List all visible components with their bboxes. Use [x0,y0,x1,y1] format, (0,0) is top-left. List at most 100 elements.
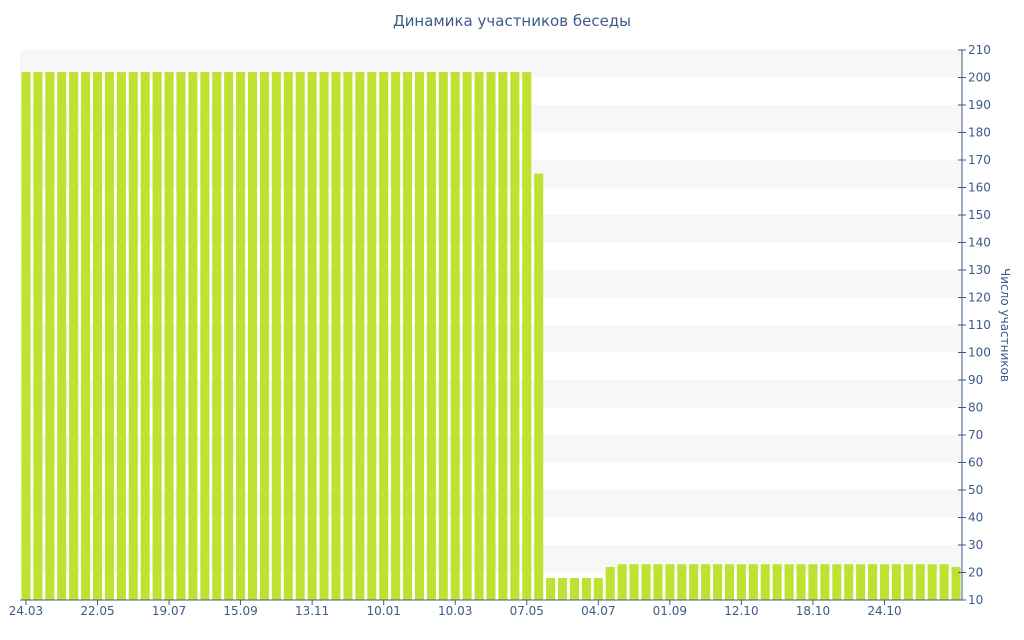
bar [510,72,520,600]
bar [820,564,830,600]
bar [558,578,568,600]
bar [593,578,603,600]
y-tick-label: 210 [968,43,991,57]
bar [808,564,818,600]
bar [188,72,198,600]
bar [33,72,43,600]
bar [69,72,79,600]
bar [498,72,508,600]
x-tick-label: 04.07 [581,604,615,618]
bar [21,72,31,600]
bar [736,564,746,600]
bar [355,72,365,600]
bar [212,72,222,600]
bar [379,72,389,600]
bar [271,72,281,600]
bar [724,564,735,600]
y-tick-label: 170 [968,153,991,167]
bar [879,564,890,600]
bar [927,564,937,600]
bar [474,72,484,600]
chart-title: Динамика участников беседы [392,12,632,30]
bar [629,564,639,600]
bar [486,72,496,600]
bar [283,72,293,600]
y-tick-label: 70 [968,428,983,442]
bar [522,72,532,600]
bar [236,72,246,600]
bar [891,564,901,600]
bar [534,173,544,600]
bar [81,72,91,600]
bar [331,72,341,600]
bar [641,564,651,600]
bar [104,72,114,600]
x-axis: 24.03 22.05 19.07 15.09 13.11 10.01 10.03 07.05… [9,599,962,618]
y-tick-label: 100 [968,346,991,360]
bar [367,72,377,600]
x-tick-label: 22.05 [80,604,114,618]
bar [903,564,913,600]
bar [605,567,615,600]
x-tick-label: 01.09 [653,604,687,618]
bar [295,72,305,600]
x-tick-label: 19.07 [152,604,186,618]
bar [343,72,353,600]
y-tick-label: 180 [968,126,991,140]
x-tick-label: 24.10 [867,604,901,618]
y-tick-label: 120 [968,291,991,305]
bar [772,564,782,600]
bar [868,564,878,600]
x-tick-label: 07.05 [510,604,544,618]
bar [784,564,794,600]
bar [259,72,269,600]
bar [677,564,687,600]
bar [426,72,436,600]
y-tick-label: 80 [968,401,983,415]
x-tick-label: 10.03 [438,604,472,618]
y-axis: 10 20 30 40 50 60 70 80 90 100 110 120 130 140 150 160 1… [958,43,991,607]
bar [403,72,413,600]
bar [450,72,460,600]
bar [939,564,949,600]
bar [665,564,675,600]
y-tick-label: 40 [968,511,983,525]
y-tick-label: 20 [968,566,983,580]
bar [92,72,103,600]
y-tick-label: 200 [968,71,991,85]
x-tick-label: 13.11 [295,604,329,618]
bar [915,564,925,600]
bar [152,72,162,600]
y-tick-label: 190 [968,98,991,112]
y-tick-label: 160 [968,181,991,195]
bar [617,564,627,600]
bar [701,564,711,600]
y-tick-label: 30 [968,538,983,552]
x-tick-label: 24.03 [9,604,43,618]
bar [224,72,234,600]
bar [140,72,150,600]
bar [844,564,854,600]
bar [391,72,401,600]
bar [200,72,210,600]
bar [116,72,126,600]
bar [581,578,591,600]
y-tick-label: 130 [968,263,991,277]
y-tick-label: 60 [968,456,983,470]
y-tick-label: 10 [968,593,983,607]
bar [748,564,758,600]
x-tick-label: 15.09 [223,604,257,618]
bar [438,72,448,600]
y-tick-label: 90 [968,373,983,387]
x-tick-label: 12.10 [724,604,758,618]
bar [414,72,424,600]
bar [951,567,961,600]
bar [57,72,67,600]
bar [653,564,663,600]
bar [128,72,138,600]
x-tick-label: 18.10 [796,604,830,618]
bar [45,72,55,600]
bar [247,72,258,600]
